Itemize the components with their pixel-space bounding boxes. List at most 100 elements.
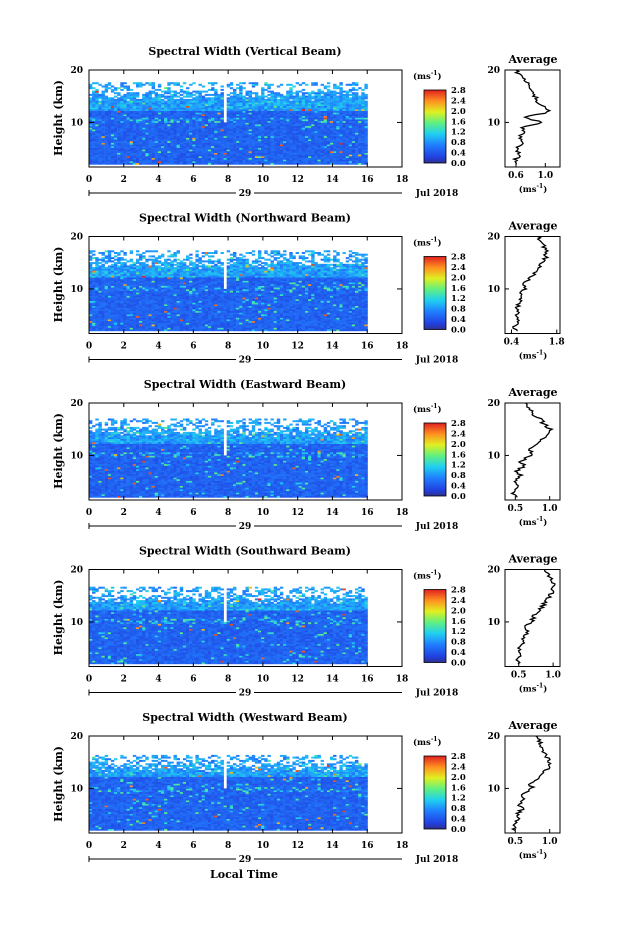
heatmap-cell <box>255 94 258 96</box>
avg-y-tick-label: 10 <box>487 118 500 128</box>
heatmap-cell <box>108 148 111 150</box>
heatmap-cell <box>364 101 367 103</box>
heatmap-cell <box>117 97 120 99</box>
heatmap-cell <box>274 148 277 150</box>
heatmap-cell <box>108 112 111 114</box>
heatmap-cell <box>161 91 164 93</box>
heatmap-cell <box>98 117 101 119</box>
heatmap-cell <box>167 97 170 99</box>
avg-y-tick-label: 20 <box>487 66 500 76</box>
heatmap-cell <box>192 121 195 123</box>
heatmap-cell <box>246 97 249 99</box>
heatmap-cell <box>186 99 189 101</box>
heatmap-cell <box>180 117 183 119</box>
heatmap-cell <box>358 143 361 145</box>
heatmap-cell <box>205 117 208 119</box>
heatmap-cell <box>358 126 361 128</box>
heatmap-cell <box>292 86 295 88</box>
heatmap-cell <box>364 143 367 145</box>
heatmap-cell <box>343 112 346 114</box>
heatmap-cell <box>217 148 220 150</box>
heatmap-cell <box>195 126 198 128</box>
heatmap-cell <box>349 112 352 114</box>
heatmap-cell <box>155 143 158 145</box>
heatmap-cell <box>318 143 321 145</box>
heatmap-cell <box>180 94 183 96</box>
heatmap-cell <box>92 112 95 114</box>
heatmap-cell <box>227 112 230 114</box>
heatmap-cell <box>149 97 152 99</box>
heatmap-cell <box>305 92 308 94</box>
heatmap-cell <box>277 86 280 88</box>
heatmap-cell <box>286 94 289 96</box>
heatmap-cell <box>214 82 217 84</box>
heatmap-cell <box>327 126 330 128</box>
heatmap-cell <box>311 143 314 145</box>
heatmap-cell <box>186 148 189 150</box>
heatmap-cell <box>233 112 236 114</box>
heatmap-cell <box>305 126 308 128</box>
heatmap-cell <box>321 102 324 104</box>
heatmap-cell <box>333 117 336 119</box>
heatmap-cell <box>280 143 283 145</box>
heatmap-cell <box>142 126 145 128</box>
colorbar-tick-label: 0.8 <box>451 138 466 148</box>
heatmap-cell <box>120 102 123 104</box>
heatmap-cell <box>130 143 133 145</box>
heatmap-cell <box>274 143 277 145</box>
heatmap-cell <box>296 102 299 104</box>
heatmap-cell <box>170 94 173 96</box>
heatmap-cell <box>221 94 224 96</box>
heatmap-cell <box>98 102 101 104</box>
heatmap-cell <box>355 97 358 99</box>
heatmap-cell <box>271 91 274 93</box>
heatmap-cell <box>189 143 192 145</box>
heatmap-cell <box>105 121 108 123</box>
heatmap-cell <box>358 102 361 104</box>
heatmap-cell <box>136 82 139 84</box>
heatmap-cell <box>364 112 367 114</box>
heatmap-cell <box>205 102 208 104</box>
heatmap-cell <box>152 82 155 84</box>
heatmap-cell <box>123 102 126 104</box>
heatmap-cell <box>149 102 152 104</box>
heatmap-cell <box>330 148 333 150</box>
heatmap-cell <box>155 94 158 96</box>
heatmap-cell <box>233 102 236 104</box>
heatmap-cell <box>242 96 245 98</box>
heatmap-cell <box>364 148 367 150</box>
heatmap-cell <box>264 99 267 101</box>
heatmap-cell <box>230 143 233 145</box>
heatmap-cell <box>361 89 364 91</box>
heatmap-cell <box>208 112 211 114</box>
heatmap-cell <box>152 102 155 104</box>
heatmap-cell <box>195 97 198 99</box>
heatmap-cell <box>267 112 270 114</box>
heatmap-cell <box>164 91 167 93</box>
heatmap-cell <box>308 92 311 94</box>
heatmap-cell <box>145 92 148 94</box>
heatmap-cell <box>308 97 311 99</box>
heatmap-cell <box>205 148 208 150</box>
heatmap-cell <box>361 121 364 123</box>
heatmap-cell <box>211 102 214 104</box>
heatmap-cell <box>358 96 361 98</box>
heatmap-cell <box>158 112 161 114</box>
heatmap-cell <box>264 112 267 114</box>
heatmap-cell <box>346 126 349 128</box>
heatmap-cell <box>217 126 220 128</box>
heatmap-cell <box>246 112 249 114</box>
heatmap-cell <box>318 97 321 99</box>
heatmap-cell <box>221 86 224 88</box>
heatmap-cell <box>361 143 364 145</box>
heatmap-cell <box>136 102 139 104</box>
heatmap-cell <box>252 148 255 150</box>
heatmap-cell <box>283 117 286 119</box>
heatmap-cell <box>202 86 205 88</box>
colorbar-tick-label: 0.0 <box>451 159 466 169</box>
heatmap-cell <box>258 121 261 123</box>
x-tick-label: 14 <box>326 175 339 185</box>
heatmap-cell <box>336 121 339 123</box>
heatmap-cell <box>114 92 117 94</box>
heatmap-cell <box>302 82 305 84</box>
